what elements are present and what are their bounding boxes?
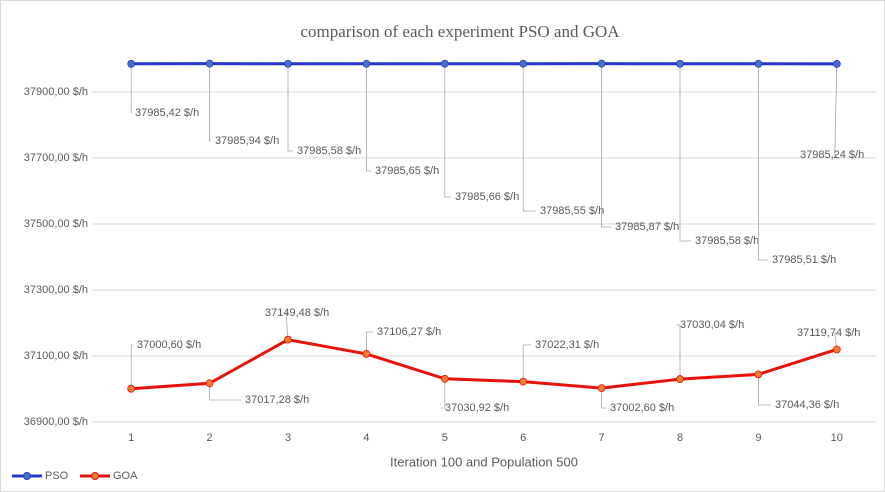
legend-label: PSO: [45, 470, 69, 482]
x-tick-label: 3: [285, 432, 291, 444]
data-label: 37119,74 $/h: [797, 327, 860, 339]
data-label: 37149,48 $/h: [265, 307, 329, 319]
marker: [676, 59, 684, 68]
marker: [440, 374, 449, 383]
x-tick-label: 2: [207, 432, 213, 444]
marker: [362, 350, 371, 358]
marker: [127, 384, 136, 393]
leader-line: [365, 331, 373, 354]
data-label: 37985,58 $/h: [695, 235, 759, 247]
marker: [754, 59, 763, 68]
leader-line: [834, 332, 838, 350]
y-tick-label: 37100,00 $/h: [24, 350, 88, 362]
leader-line: [209, 63, 211, 142]
data-label: 37017,28 $/h: [245, 394, 309, 406]
x-tick-label: 6: [520, 432, 526, 444]
leader-line: [601, 388, 606, 409]
leader-line: [834, 63, 838, 156]
y-tick-label: 37300,00 $/h: [24, 284, 88, 296]
leader-line: [130, 344, 133, 389]
leader-line: [365, 63, 371, 172]
y-tick-label: 37700,00 $/h: [24, 152, 88, 164]
data-label: 37030,04 $/h: [680, 319, 744, 331]
leader-line: [758, 63, 768, 261]
leader-line: [758, 374, 771, 406]
data-label: 37030,92 $/h: [445, 402, 509, 414]
x-axis-title: Iteration 100 and Population 500: [390, 454, 578, 469]
x-tick-label: 5: [442, 432, 448, 444]
leader-line: [287, 63, 293, 152]
x-tick-label: 9: [755, 432, 761, 444]
y-tick-label: 36900,00 $/h: [24, 416, 88, 428]
leader-line: [676, 324, 681, 380]
data-label: 37985,58 $/h: [297, 145, 361, 157]
leader-line: [441, 378, 446, 409]
x-tick-label: 7: [599, 432, 605, 444]
leader-line: [444, 63, 451, 198]
chart-title: comparison of each experiment PSO and GO…: [300, 22, 620, 41]
leader-line: [601, 63, 611, 228]
marker: [676, 375, 684, 383]
leader-line: [285, 312, 289, 340]
x-tick-label: 8: [677, 432, 683, 444]
data-label: 37985,24 $/h: [800, 149, 864, 161]
x-tick-label: 1: [128, 432, 134, 444]
x-tick-label: 4: [363, 432, 369, 444]
data-label: 37044,36 $/h: [775, 399, 839, 411]
leader-line: [522, 344, 531, 382]
leader-line: [209, 383, 241, 401]
data-label: 37985,87 $/h: [615, 221, 679, 233]
data-label: 37000,60 $/h: [137, 339, 201, 351]
y-tick-label: 37900,00 $/h: [24, 86, 88, 98]
leader-line: [679, 63, 691, 242]
marker: [519, 59, 528, 68]
marker: [832, 59, 841, 68]
data-label: 37106,27 $/h: [377, 326, 441, 338]
legend-marker: [23, 472, 31, 480]
leader-line: [522, 63, 536, 212]
data-label: 37985,65 $/h: [375, 165, 439, 177]
data-label: 37985,51 $/h: [772, 254, 836, 266]
legend-marker: [91, 472, 99, 480]
marker: [597, 384, 606, 393]
data-label: 37002,60 $/h: [610, 402, 674, 414]
data-label: 37985,42 $/h: [135, 107, 199, 119]
marker: [127, 59, 136, 68]
marker: [597, 59, 606, 68]
marker: [205, 379, 214, 388]
marker: [362, 59, 371, 68]
marker: [284, 335, 292, 344]
legend-label: GOA: [113, 470, 138, 482]
data-label: 37022,31 $/h: [535, 339, 599, 351]
marker: [284, 59, 292, 68]
x-tick-label: 10: [831, 432, 843, 444]
data-label: 37985,94 $/h: [215, 135, 279, 147]
marker: [754, 370, 763, 379]
series-line: [131, 338, 838, 391]
marker: [205, 59, 214, 68]
data-label: 37985,66 $/h: [455, 191, 519, 203]
data-label: 37985,55 $/h: [540, 205, 604, 217]
marker: [519, 377, 528, 386]
y-tick-label: 37500,00 $/h: [24, 218, 88, 230]
marker: [440, 59, 449, 68]
marker: [832, 345, 841, 354]
